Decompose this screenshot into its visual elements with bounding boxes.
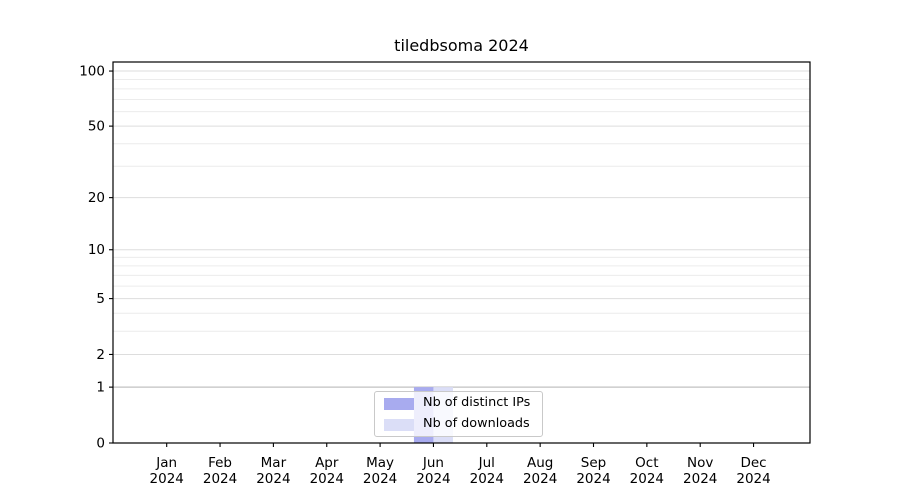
x-tick-label-month: Jul: [478, 455, 495, 471]
x-tick-label-month: Mar: [261, 455, 287, 471]
x-tick-label-year: 2024: [150, 471, 184, 487]
legend-swatch-downloads: [384, 418, 414, 431]
y-tick-label: 2: [96, 347, 105, 363]
plot-border: [112, 61, 811, 444]
x-tick-label-month: May: [366, 455, 394, 471]
legend-item-distinct-ips: Nb of distinct IPs: [384, 395, 542, 413]
x-tick-label-year: 2024: [576, 471, 610, 487]
legend: Nb of distinct IPs Nb of downloads: [374, 391, 543, 437]
y-tick-label: 10: [88, 242, 105, 258]
y-tick-label: 0: [96, 436, 105, 452]
x-tick-label-month: Apr: [315, 455, 339, 471]
y-tick-label: 1: [96, 380, 105, 396]
x-tick-label-month: Aug: [527, 455, 553, 471]
x-tick-label-month: Oct: [635, 455, 658, 471]
x-tick-label-year: 2024: [416, 471, 450, 487]
x-tick-label-month: Dec: [740, 455, 766, 471]
x-tick-label-year: 2024: [256, 471, 290, 487]
x-tick-label-year: 2024: [363, 471, 397, 487]
legend-item-downloads: Nb of downloads: [384, 416, 542, 434]
legend-swatch-distinct-ips: [384, 397, 414, 410]
x-tick-label-year: 2024: [203, 471, 237, 487]
x-tick-label-month: Jun: [422, 455, 444, 471]
legend-label-distinct-ips: Nb of distinct IPs: [423, 395, 531, 411]
x-tick-label-month: Jan: [155, 455, 177, 471]
x-tick-label-year: 2024: [683, 471, 717, 487]
y-tick-label: 5: [96, 291, 105, 307]
legend-label-downloads: Nb of downloads: [423, 416, 530, 432]
x-tick-label-year: 2024: [470, 471, 504, 487]
chart-title: tiledbsoma 2024: [394, 36, 529, 55]
x-tick-label-year: 2024: [523, 471, 557, 487]
x-tick-label-month: Nov: [687, 455, 713, 471]
y-tick-label: 50: [88, 119, 105, 135]
x-tick-label-year: 2024: [630, 471, 664, 487]
y-tick-label: 100: [79, 64, 105, 80]
x-tick-label-month: Feb: [208, 455, 232, 471]
x-tick-label-year: 2024: [736, 471, 770, 487]
x-tick-label-year: 2024: [310, 471, 344, 487]
y-tick-label: 20: [88, 190, 105, 206]
x-tick-label-month: Sep: [581, 455, 606, 471]
